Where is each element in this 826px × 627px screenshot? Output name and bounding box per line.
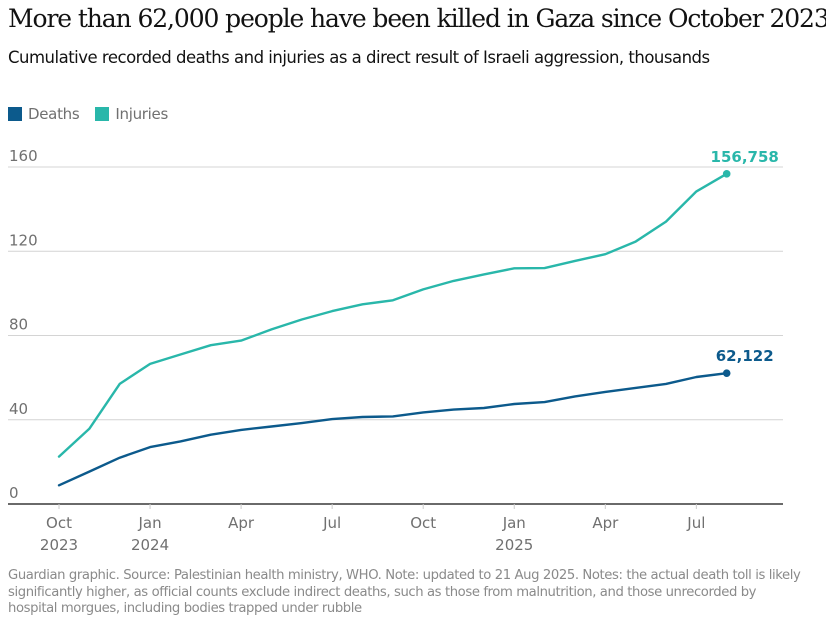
legend-item-deaths: Deaths: [8, 105, 80, 123]
x-tick-label: Apr: [228, 514, 255, 532]
x-tick-label: Jul: [322, 514, 341, 532]
legend-label-deaths: Deaths: [28, 105, 80, 123]
chart-title: More than 62,000 people have been killed…: [8, 4, 826, 33]
y-tick-label-0: 0: [9, 484, 19, 502]
y-tick-label-160: 160: [9, 147, 38, 165]
x-tick-label: Oct: [410, 514, 436, 532]
legend: Deaths Injuries: [8, 105, 168, 123]
x-tick-label: Apr: [592, 514, 619, 532]
series-line-injuries: [57, 172, 728, 458]
legend-swatch-injuries: [95, 107, 110, 121]
x-tick-year-label: 2023: [40, 536, 78, 554]
y-tick-label-80: 80: [9, 316, 28, 334]
series-line-deaths: [57, 372, 728, 487]
end-point-injuries: [722, 170, 731, 178]
legend-item-injuries: Injuries: [95, 105, 168, 123]
chart-subtitle: Cumulative recorded deaths and injuries …: [8, 48, 710, 67]
end-label-injuries: 156,758: [711, 148, 779, 166]
y-tick-label-120: 120: [9, 231, 38, 249]
x-tick-label: Jul: [686, 514, 705, 532]
x-tick-label: Jan: [137, 514, 161, 532]
legend-label-injuries: Injuries: [115, 105, 168, 123]
legend-swatch-deaths: [8, 107, 22, 121]
source-note: Guardian graphic. Source: Palestinian he…: [8, 568, 801, 616]
line-chart: 0 40 80 120 160 Oct 2023 Jan 2024 Apr Jul Oct Jan 202…: [8, 147, 783, 554]
x-tick-label: Jan: [502, 514, 526, 532]
y-tick-label-40: 40: [9, 400, 28, 418]
x-tick-year-label: 2025: [495, 536, 533, 554]
x-tick-label: Oct: [46, 514, 72, 532]
x-tick-year-label: 2024: [131, 536, 169, 554]
end-label-deaths: 62,122: [716, 347, 774, 365]
end-point-deaths: [722, 369, 731, 377]
